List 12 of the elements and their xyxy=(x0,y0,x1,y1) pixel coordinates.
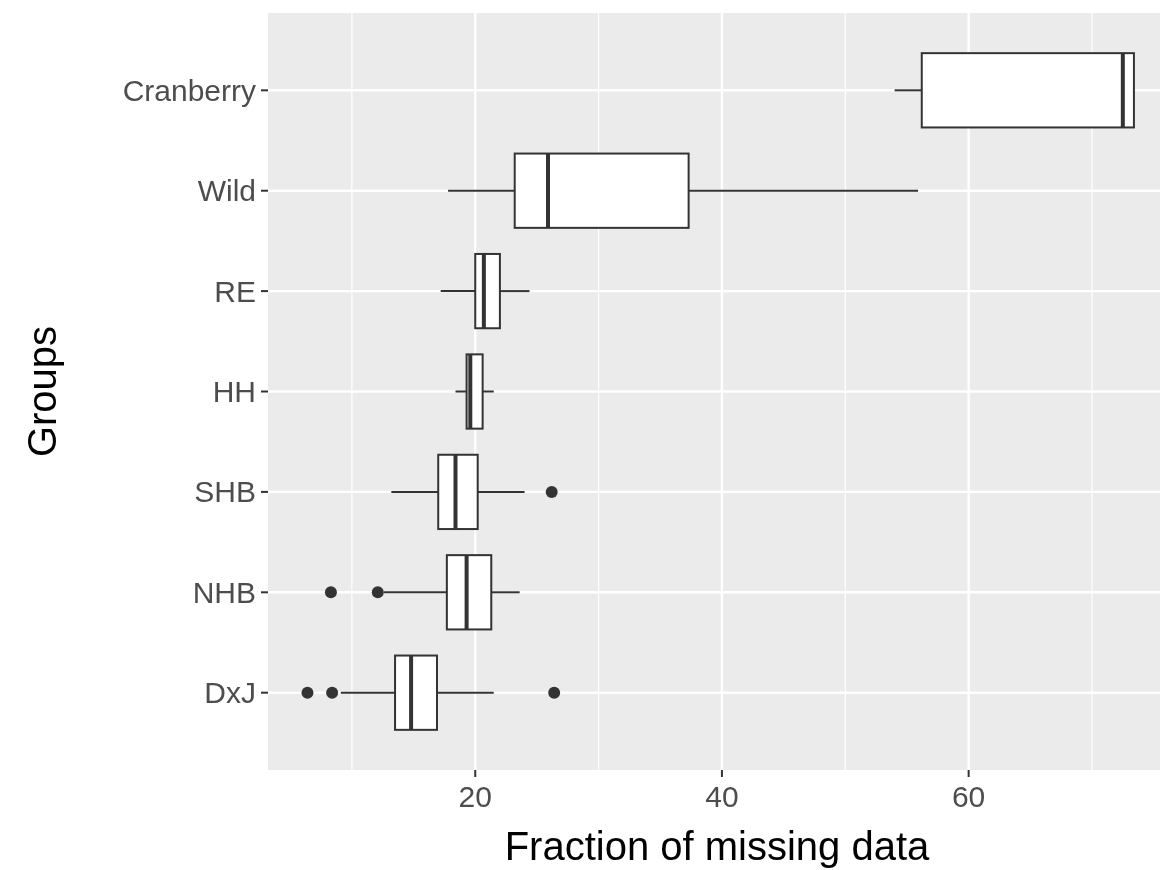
y-axis-title: Groups xyxy=(20,325,64,458)
y-tick-label: Wild xyxy=(197,174,256,208)
x-tick-label: 40 xyxy=(705,780,739,813)
y-tick-label: Cranberry xyxy=(122,73,256,107)
x-tick-label: 60 xyxy=(951,780,986,813)
y-tick-label: HH xyxy=(212,375,256,408)
y-tick-label: DxJ xyxy=(204,676,256,710)
y-tick-label: RE xyxy=(214,274,256,308)
x-tick-label: 20 xyxy=(458,780,492,813)
y-tick-label: NHB xyxy=(192,575,256,609)
x-axis-title: Fraction of missing data xyxy=(504,824,931,868)
y-tick-label: SHB xyxy=(194,475,256,509)
